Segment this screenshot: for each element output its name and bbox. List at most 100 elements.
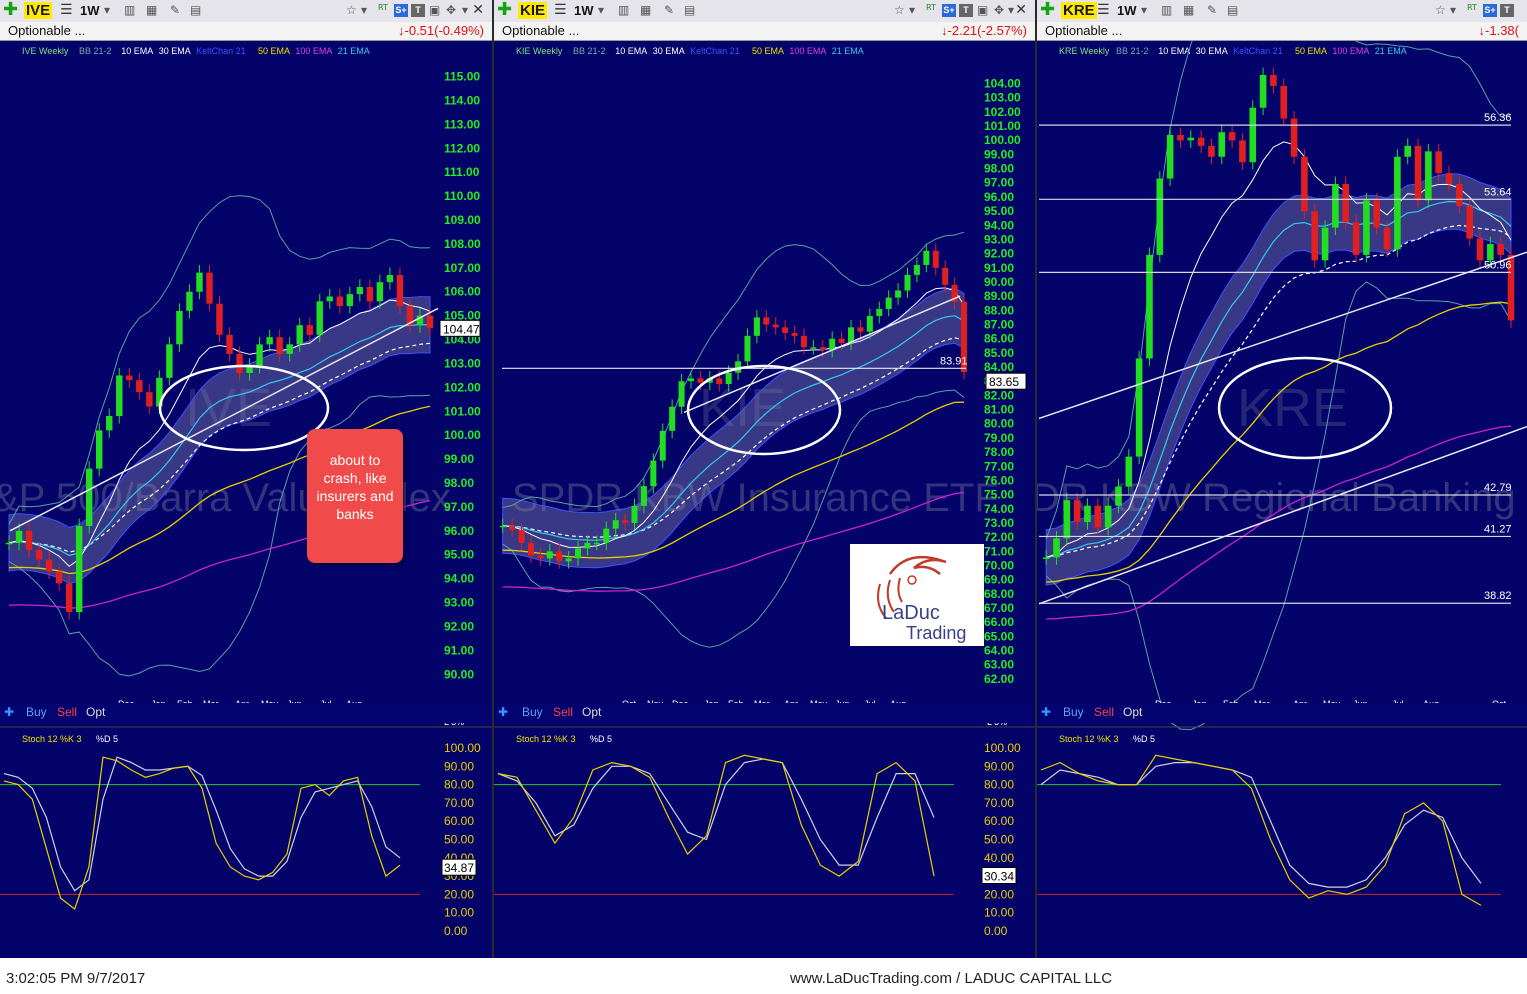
calculator-icon[interactable]: ▦ — [640, 3, 652, 17]
trade-icon[interactable]: ✚ — [498, 705, 509, 719]
dropdown-icon[interactable]: ▾ — [1450, 3, 1457, 17]
realtime-icon[interactable]: RT — [1467, 3, 1477, 12]
buy-button[interactable]: Buy — [1063, 705, 1084, 719]
candle-body — [1290, 118, 1298, 157]
menu-icon[interactable]: ☰ — [554, 2, 567, 18]
candle-body — [366, 286, 374, 302]
chevron-down-icon[interactable]: ▾ — [1141, 3, 1148, 17]
trade-icon[interactable]: ✚ — [1041, 705, 1052, 719]
save-icon[interactable]: ▣ — [429, 3, 441, 17]
dropdown-icon[interactable]: ▾ — [462, 3, 469, 17]
timeframe-select[interactable]: 1W — [574, 3, 594, 18]
candle-body — [416, 315, 424, 326]
legend-item: 30 EMA — [653, 46, 685, 56]
symbol-field[interactable]: KRE — [1061, 2, 1097, 19]
y-tick-label: 89.00 — [984, 289, 1014, 303]
move-icon[interactable]: ✥ — [446, 3, 457, 17]
legend-item: 10 EMA — [1158, 46, 1190, 56]
menu-icon[interactable]: ☰ — [60, 2, 73, 18]
add-icon[interactable]: ✚ — [497, 0, 513, 20]
bar-style-icon[interactable]: ▥ — [618, 3, 630, 17]
y-tick-label: 64.00 — [984, 644, 1014, 658]
sell-button[interactable]: Sell — [57, 705, 78, 719]
move-icon[interactable]: ✥ — [994, 3, 1005, 17]
calculator-icon[interactable]: ▦ — [146, 3, 158, 17]
draw-pencil-icon[interactable]: ✎ — [1207, 3, 1218, 17]
opt-button[interactable]: Opt — [86, 705, 106, 719]
sell-button[interactable]: Sell — [1094, 705, 1115, 719]
candle-body — [857, 327, 864, 332]
star-icon[interactable]: ☆ — [1435, 3, 1446, 17]
optionable-label[interactable]: Optionable ... — [8, 23, 86, 38]
notes-icon[interactable]: ▤ — [1227, 3, 1239, 17]
candle-body — [1208, 145, 1215, 157]
candle-body — [669, 406, 676, 431]
level-label: 41.27 — [1484, 523, 1512, 535]
star-icon[interactable]: ☆ — [894, 3, 905, 17]
s-plus-button[interactable]: S+ — [942, 4, 956, 17]
y-tick-label: 95.00 — [444, 548, 474, 562]
draw-pencil-icon[interactable]: ✎ — [170, 3, 181, 17]
candle-body — [1404, 145, 1412, 157]
menu-icon[interactable]: ☰ — [1097, 2, 1110, 18]
dropdown-icon[interactable]: ▾ — [909, 3, 916, 17]
legend-item: 21 EMA — [1375, 46, 1407, 56]
opt-button[interactable]: Opt — [1123, 705, 1143, 719]
add-icon[interactable]: ✚ — [1040, 0, 1056, 20]
realtime-icon[interactable]: RT — [926, 3, 936, 12]
draw-pencil-icon[interactable]: ✎ — [664, 3, 675, 17]
timeframe-select[interactable]: 1W — [80, 3, 100, 18]
timeframe-select[interactable]: 1W — [1117, 3, 1137, 18]
dropdown-icon[interactable]: ▾ — [1008, 3, 1015, 17]
s-plus-button[interactable]: S+ — [394, 4, 408, 17]
candle-body — [346, 294, 354, 307]
optionable-label[interactable]: Optionable ... — [1045, 23, 1123, 38]
optionable-label[interactable]: Optionable ... — [502, 23, 580, 38]
t-button[interactable]: T — [411, 4, 425, 17]
close-icon[interactable]: ✕ — [1015, 2, 1027, 18]
y-tick-label: 80.00 — [984, 417, 1014, 431]
legend-item: 21 EMA — [338, 46, 370, 56]
dropdown-icon[interactable]: ▾ — [361, 3, 368, 17]
s-plus-button[interactable]: S+ — [1483, 4, 1497, 17]
star-icon[interactable]: ☆ — [346, 3, 357, 17]
symbol-field[interactable]: KIE — [518, 2, 548, 19]
t-button[interactable]: T — [1500, 4, 1514, 17]
trade-icon[interactable]: ✚ — [4, 705, 15, 719]
bar-style-icon[interactable]: ▥ — [124, 3, 136, 17]
add-icon[interactable]: ✚ — [3, 0, 19, 20]
y-tick-label: 65.00 — [984, 629, 1014, 643]
candle-body — [951, 284, 958, 302]
buy-button[interactable]: Buy — [26, 705, 47, 719]
price-chart-kie[interactable]: KIE Weekly BB 21-2 10 EMA 30 EMA KeltChan 21… — [494, 41, 1035, 958]
candle-body — [537, 555, 544, 559]
chevron-down-icon[interactable]: ▾ — [104, 3, 111, 17]
save-icon[interactable]: ▣ — [977, 3, 989, 17]
chevron-down-icon[interactable]: ▾ — [598, 3, 605, 17]
notes-icon[interactable]: ▤ — [190, 3, 202, 17]
candle-body — [1156, 178, 1164, 255]
buy-button[interactable]: Buy — [522, 705, 543, 719]
candle-body — [1280, 85, 1288, 119]
y-tick-label: 101.00 — [984, 119, 1021, 133]
candle-body — [1352, 222, 1360, 255]
t-button[interactable]: T — [959, 4, 973, 17]
chart-panel-kre[interactable]: ✚ KRE ☰ 1W ▾ ▥ ▦ ✎ ▤ ☆ ▾ RT S+ T Optiona… — [1037, 0, 1527, 958]
notes-icon[interactable]: ▤ — [684, 3, 696, 17]
price-chart-kre[interactable]: KRE Weekly BB 21-2 10 EMA 30 EMA KeltChan 21… — [1037, 41, 1527, 958]
price-chart-ive[interactable]: IVE Weekly BB 21-2 10 EMA 30 EMA KeltChan 21… — [0, 41, 492, 958]
calculator-icon[interactable]: ▦ — [1183, 3, 1195, 17]
chart-panel-ive[interactable]: ✚ IVE ☰ 1W ▾ ▥ ▦ ✎ ▤ ☆ ▾ RT S+ T ▣ ✥ ▾ ✕… — [0, 0, 494, 958]
chart-panel-kie[interactable]: ✚ KIE ☰ 1W ▾ ▥ ▦ ✎ ▤ ☆ ▾ RT S+ T ▣ ✥ ▾ ✕… — [494, 0, 1037, 958]
symbol-field[interactable]: IVE — [24, 2, 53, 19]
sell-button[interactable]: Sell — [553, 705, 574, 719]
candle-body — [356, 286, 364, 295]
bar-style-icon[interactable]: ▥ — [1161, 3, 1173, 17]
close-icon[interactable]: ✕ — [472, 2, 484, 18]
candle-body — [791, 333, 798, 336]
opt-button[interactable]: Opt — [582, 705, 602, 719]
stoch-tick-label: 90.00 — [444, 759, 474, 773]
realtime-icon[interactable]: RT — [378, 3, 388, 12]
y-tick-label: 110.00 — [444, 189, 480, 203]
panel-toolbar: ✚ KIE ☰ 1W ▾ ▥ ▦ ✎ ▤ ☆ ▾ RT S+ T ▣ ✥ ▾ ✕ — [494, 0, 1035, 23]
